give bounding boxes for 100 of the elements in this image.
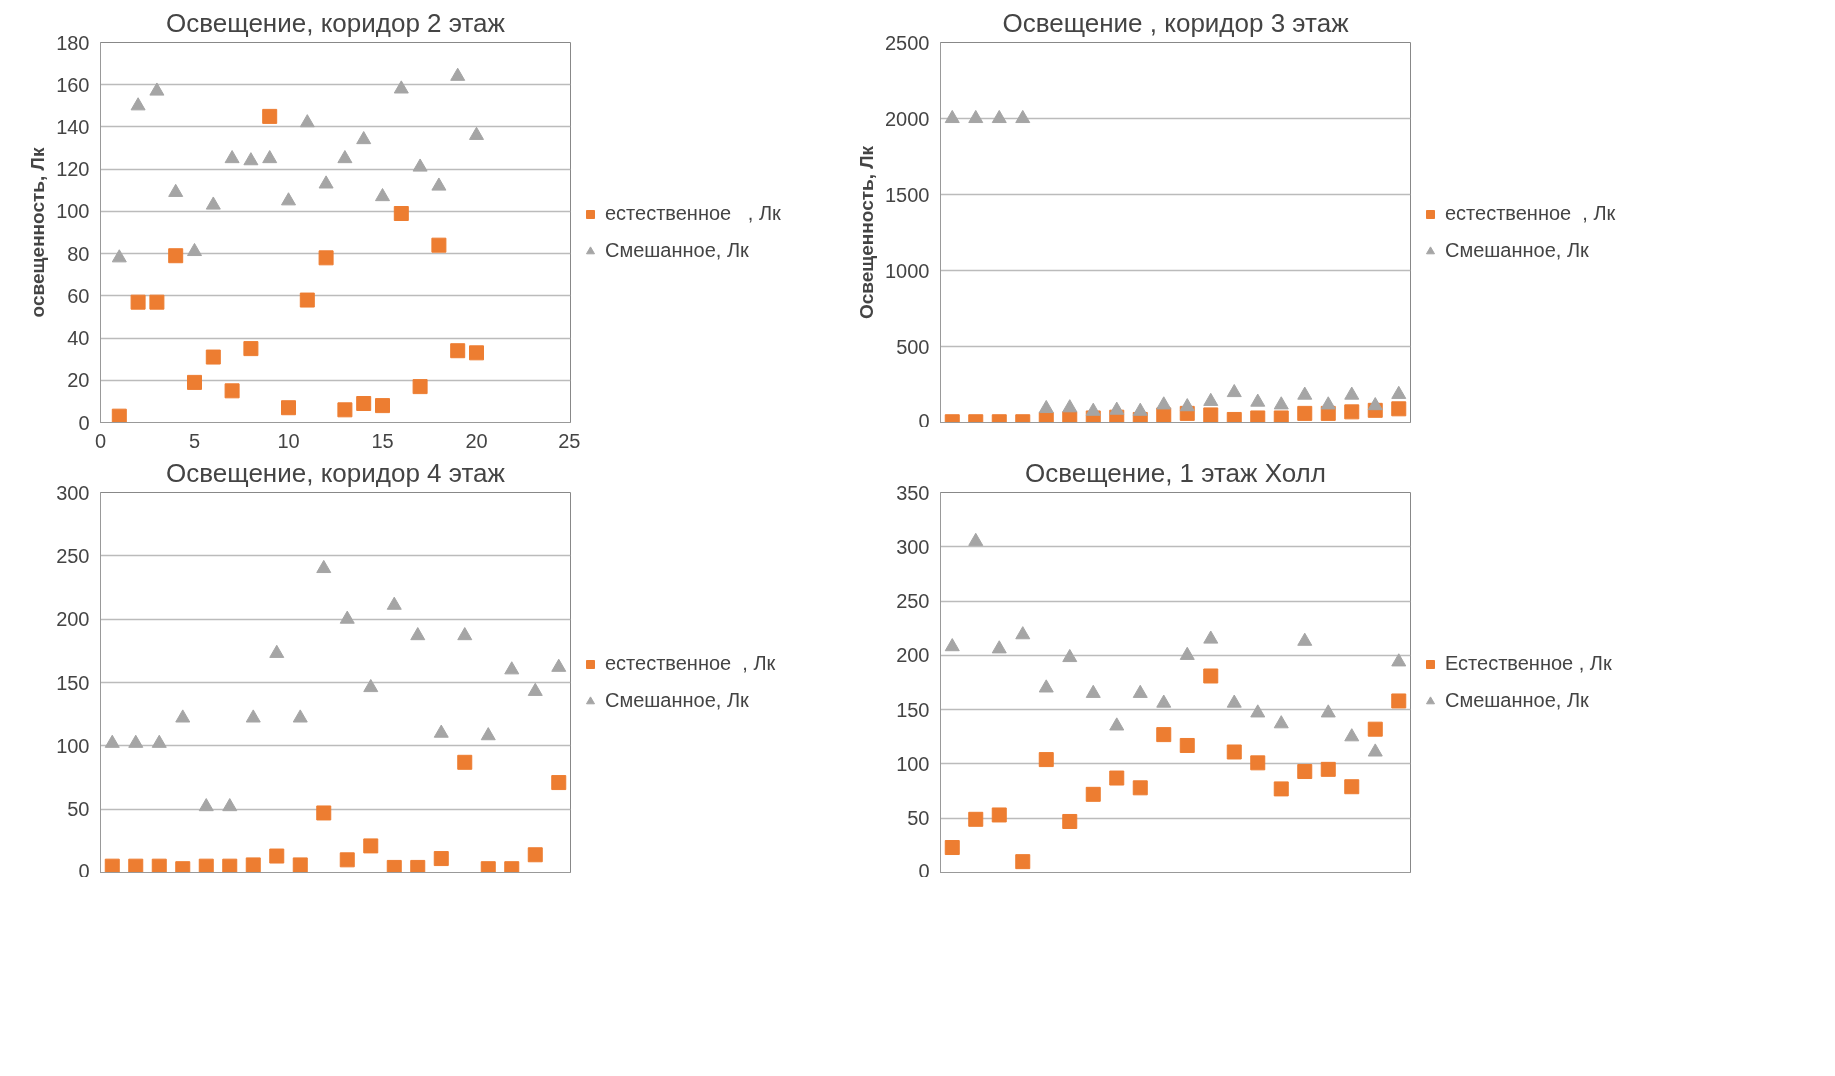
y-tick-label: 1500 [885, 183, 930, 206]
y-axis-title: освещенность, Лк [27, 147, 49, 318]
point [480, 727, 496, 741]
point [1320, 396, 1336, 410]
y-tick-label: 1000 [885, 259, 930, 282]
y-tick-label: 0 [918, 859, 930, 882]
point [1132, 402, 1148, 416]
point [1297, 386, 1313, 400]
point [1156, 396, 1172, 410]
point [1367, 397, 1383, 411]
point [104, 858, 120, 873]
point [269, 644, 285, 658]
point [1226, 383, 1242, 398]
y-tick-label: 20 [67, 369, 90, 392]
point [1179, 737, 1195, 753]
point [944, 840, 960, 856]
point [1226, 744, 1242, 760]
point [318, 250, 334, 266]
point [1273, 781, 1289, 797]
point [292, 857, 308, 873]
point [262, 108, 278, 124]
point [128, 734, 144, 748]
x-tick-label: 0 [94, 429, 107, 452]
point [222, 798, 238, 812]
point [363, 838, 379, 854]
point [292, 709, 308, 723]
point [527, 682, 543, 696]
point [104, 734, 120, 748]
y-tick-label: 160 [56, 73, 90, 96]
point [224, 150, 240, 164]
point [198, 858, 214, 873]
point [151, 858, 167, 873]
y-axis-title: Освещенность, Лк [856, 145, 878, 320]
point [1273, 715, 1289, 729]
x-tick-label: 20 [465, 429, 488, 452]
x-tick-label: 15 [371, 429, 394, 452]
legend-label: естественное , Лк [1445, 202, 1616, 225]
point [149, 82, 165, 96]
point [1297, 632, 1313, 646]
chart-title: Освещение, коридор 4 этаж [166, 457, 506, 488]
point [1297, 764, 1313, 780]
y-tick-label: 350 [896, 481, 930, 504]
point [1320, 704, 1336, 718]
x-tick-label: 5 [188, 429, 201, 452]
y-tick-label: 0 [78, 859, 90, 882]
point [149, 294, 165, 310]
point [1062, 399, 1078, 413]
point [1085, 402, 1101, 416]
point [457, 627, 473, 641]
point [504, 661, 520, 675]
x-tick-label: 10 [277, 429, 300, 452]
point [375, 188, 390, 202]
y-tick-label: 150 [896, 698, 930, 721]
point [431, 177, 447, 191]
point [1062, 648, 1078, 663]
point [281, 400, 296, 416]
point [504, 861, 520, 873]
y-tick-label: 250 [896, 590, 930, 613]
point [412, 158, 428, 172]
y-tick-label: 150 [56, 671, 90, 694]
point [1156, 727, 1172, 743]
point [1273, 410, 1289, 423]
point [1250, 393, 1266, 407]
point [111, 249, 127, 263]
point [224, 383, 240, 399]
point [450, 343, 466, 359]
point [375, 398, 390, 414]
point [393, 206, 409, 221]
point [1344, 779, 1360, 795]
point [1085, 786, 1101, 802]
point [1344, 728, 1360, 742]
legend-label: Смешанное, Лк [1445, 239, 1589, 262]
point [1250, 755, 1266, 771]
point [480, 861, 496, 873]
point [1391, 385, 1407, 399]
point [1015, 109, 1031, 124]
point [1015, 854, 1031, 870]
point [175, 709, 191, 723]
point [410, 627, 426, 641]
point [1391, 653, 1407, 667]
point [243, 152, 259, 166]
point [1132, 684, 1148, 698]
point [262, 150, 278, 164]
point [1203, 630, 1219, 644]
point [1250, 410, 1266, 423]
point [205, 349, 221, 365]
point [1179, 398, 1195, 412]
point [1367, 721, 1383, 737]
point [281, 192, 296, 206]
point [339, 852, 355, 868]
point [410, 859, 426, 873]
y-tick-label: 2000 [885, 107, 930, 130]
point [551, 658, 567, 672]
point [1226, 694, 1242, 708]
point [412, 379, 428, 395]
point [187, 374, 202, 390]
point [1015, 626, 1031, 640]
point [1344, 386, 1360, 400]
point [1179, 646, 1195, 660]
point [1062, 813, 1078, 829]
